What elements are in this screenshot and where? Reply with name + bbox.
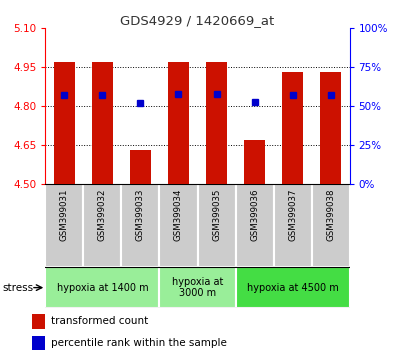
Text: GSM399035: GSM399035 (212, 188, 221, 241)
Bar (198, 184, 235, 267)
Bar (320, 73, 341, 184)
Text: GSM399034: GSM399034 (174, 188, 183, 241)
Text: stress: stress (2, 282, 33, 293)
Text: GSM399037: GSM399037 (288, 188, 297, 241)
Bar (235, 184, 274, 267)
Text: percentile rank within the sample: percentile rank within the sample (51, 338, 227, 348)
Text: GSM399033: GSM399033 (136, 188, 145, 241)
Bar (160, 267, 235, 308)
Text: hypoxia at 4500 m: hypoxia at 4500 m (246, 282, 339, 293)
Bar (168, 62, 189, 184)
Bar (92, 62, 113, 184)
Bar (32, 336, 45, 350)
Bar (54, 62, 75, 184)
Bar (83, 184, 122, 267)
Text: hypoxia at 1400 m: hypoxia at 1400 m (56, 282, 148, 293)
Bar (122, 184, 160, 267)
Text: GSM399038: GSM399038 (326, 188, 335, 241)
Bar (235, 267, 350, 308)
Text: GSM399031: GSM399031 (60, 188, 69, 241)
Bar (244, 140, 265, 184)
Bar (32, 314, 45, 329)
Bar (282, 73, 303, 184)
Text: GSM399032: GSM399032 (98, 188, 107, 241)
Bar (273, 184, 312, 267)
Bar (160, 184, 198, 267)
Bar (130, 150, 151, 184)
Text: transformed count: transformed count (51, 316, 149, 326)
Bar (312, 184, 350, 267)
Title: GDS4929 / 1420669_at: GDS4929 / 1420669_at (120, 14, 275, 27)
Bar (45, 184, 83, 267)
Text: GSM399036: GSM399036 (250, 188, 259, 241)
Text: hypoxia at
3000 m: hypoxia at 3000 m (172, 277, 223, 298)
Bar (206, 62, 227, 184)
Bar (45, 267, 160, 308)
